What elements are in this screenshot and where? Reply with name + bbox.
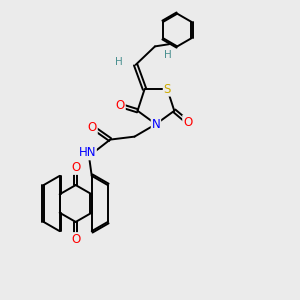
Text: N: N xyxy=(152,118,160,130)
Text: O: O xyxy=(116,99,125,112)
Text: O: O xyxy=(71,161,80,174)
Text: O: O xyxy=(183,116,192,129)
Text: O: O xyxy=(88,121,97,134)
Text: O: O xyxy=(71,233,80,246)
Text: S: S xyxy=(164,83,171,96)
Text: H: H xyxy=(164,50,171,60)
Text: H: H xyxy=(116,57,123,67)
Text: HN: HN xyxy=(79,146,96,160)
